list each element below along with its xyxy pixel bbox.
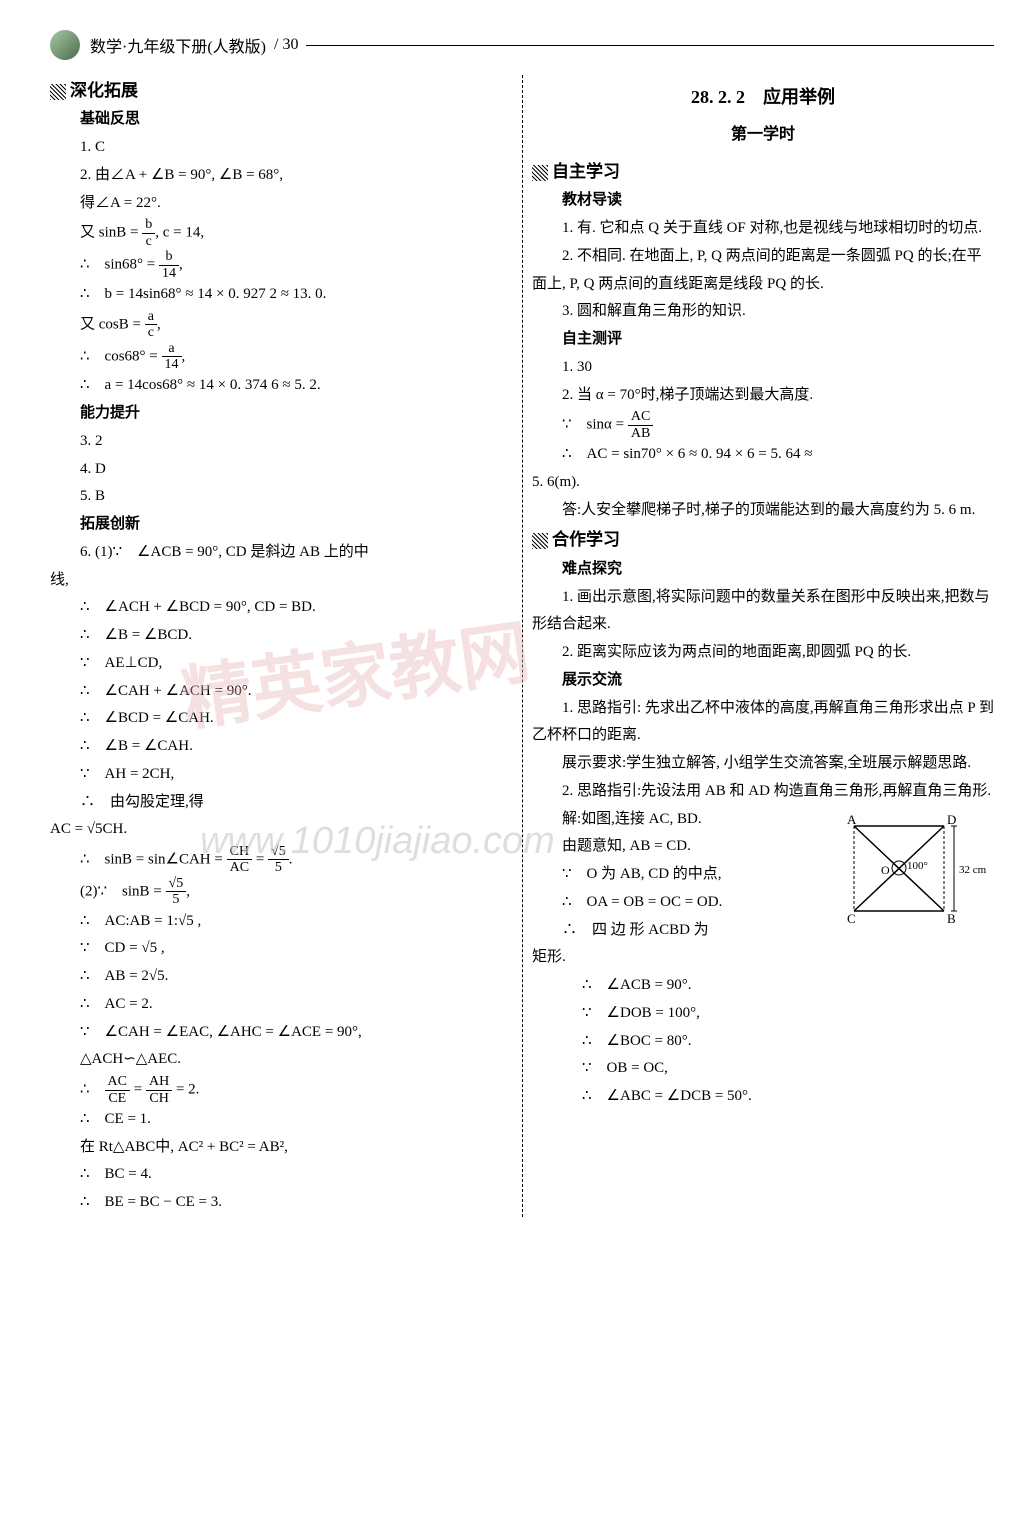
right-column: 28. 2. 2 应用举例 第一学时 自主学习 教材导读 1. 有. 它和点 Q… [532, 75, 994, 1217]
answer-6a: 6. (1)∵ ∠ACB = 90°, CD 是斜边 AB 上的中 [80, 539, 512, 567]
answer-6h: ∵ AH = 2CH, [80, 761, 512, 789]
r-line-3: 3. 圆和解直角三角形的知识. [562, 298, 994, 326]
answer-6o: ∴ AB = 2√5. [80, 963, 512, 991]
answer-6p: ∴ AC = 2. [80, 991, 512, 1019]
answer-6e: ∴ ∠CAH + ∠ACH = 90°. [80, 678, 512, 706]
header-page: / 30 [274, 36, 298, 54]
answer-6f: ∴ ∠BCD = ∠CAH. [80, 705, 512, 733]
answer-6i: ∴ 由勾股定理,得 [80, 789, 512, 817]
r-line-4: 1. 30 [562, 354, 994, 382]
r-line-10: 2. 距离实际应该为两点间的地面距离,即圆弧 PQ 的长. [532, 639, 994, 667]
r-line-5: 2. 当 α = 70°时,梯子顶端达到最大高度. [562, 382, 994, 410]
svg-text:C: C [847, 911, 856, 926]
answer-6d: ∵ AE⊥CD, [80, 650, 512, 678]
svg-text:A: A [847, 812, 857, 827]
r-line-11: 1. 思路指引: 先求出乙杯中液体的高度,再解直角三角形求出点 P 到乙杯杯口的… [532, 695, 994, 751]
answer-6k: ∴ sinB = sin∠CAH = CHAC = √55. [80, 844, 512, 876]
answer-6q: ∵ ∠CAH = ∠EAC, ∠AHC = ∠ACE = 90°, [80, 1019, 512, 1047]
section-deepening: 深化拓展 [50, 75, 512, 106]
answer-6w: ∴ BE = BC − CE = 3. [80, 1189, 512, 1217]
answer-2a: 2. 由∠A + ∠B = 90°, ∠B = 68°, [80, 162, 512, 190]
answer-6u: 在 Rt△ABC中, AC² + BC² = AB², [80, 1134, 512, 1162]
answer-2f: 又 cosB = ac, [80, 309, 512, 341]
svg-text:100°: 100° [907, 860, 928, 872]
svg-text:B: B [947, 911, 956, 926]
subtitle-show: 展示交流 [562, 667, 994, 695]
r-line-21: ∴ ∠BOC = 80°. [582, 1028, 994, 1056]
subtitle-ability: 能力提升 [80, 400, 512, 428]
answer-6j: AC = √5CH. [50, 816, 512, 844]
left-column: 深化拓展 基础反思 1. C 2. 由∠A + ∠B = 90°, ∠B = 6… [50, 75, 512, 1217]
lesson-title: 第一学时 [532, 120, 994, 150]
header-subject: 数学·九年级下册(人教版) [90, 33, 266, 57]
answer-6v: ∴ BC = 4. [80, 1161, 512, 1189]
answer-2g: ∴ cos68° = a14, [80, 341, 512, 373]
r-line-19: ∴ ∠ACB = 90°. [582, 972, 994, 1000]
answer-6n: ∵ CD = √5 , [80, 935, 512, 963]
marker-icon [50, 84, 66, 100]
answer-6b: ∴ ∠ACH + ∠BCD = 90°, CD = BD. [80, 594, 512, 622]
r-line-8: 答:人安全攀爬梯子时,梯子的顶端能达到的最大高度约为 5. 6 m. [532, 497, 994, 525]
answer-6r: △ACH∽△AEC. [80, 1046, 512, 1074]
answer-4: 4. D [80, 456, 512, 484]
r-line-18b: 矩形. [532, 944, 994, 972]
svg-text:O: O [881, 863, 890, 877]
header-rule [306, 45, 994, 46]
answer-6c: ∴ ∠B = ∠BCD. [80, 622, 512, 650]
r-line-20: ∵ ∠DOB = 100°, [582, 1000, 994, 1028]
r-line-13: 2. 思路指引:先设法用 AB 和 AD 构造直角三角形,再解直角三角形. [532, 778, 994, 806]
r-line-1: 1. 有. 它和点 Q 关于直线 OF 对称,也是视线与地球相切时的切点. [532, 215, 994, 243]
r-line-22: ∵ OB = OC, [582, 1055, 994, 1083]
column-divider [522, 75, 523, 1217]
answer-6s: ∴ ACCE = AHCH = 2. [80, 1074, 512, 1106]
r-line-23: ∴ ∠ABC = ∠DCB = 50°. [582, 1083, 994, 1111]
answer-5: 5. B [80, 483, 512, 511]
r-line-7b: 5. 6(m). [532, 469, 994, 497]
svg-text:D: D [947, 812, 956, 827]
answer-6a2: 线, [50, 567, 512, 595]
answer-2e: ∴ b = 14sin68° ≈ 14 × 0. 927 2 ≈ 13. 0. [80, 281, 512, 309]
r-line-12: 展示要求:学生独立解答, 小组学生交流答案,全班展示解题思路. [532, 750, 994, 778]
marker-icon [532, 533, 548, 549]
r-line-6: ∵ sinα = ACAB [562, 409, 994, 441]
section-self-study: 自主学习 [532, 156, 994, 187]
answer-2b: 得∠A = 22°. [80, 190, 512, 218]
subtitle-textbook: 教材导读 [562, 187, 994, 215]
answer-6g: ∴ ∠B = ∠CAH. [80, 733, 512, 761]
answer-6l: (2)∵ sinB = √55, [80, 876, 512, 908]
header-logo-icon [50, 30, 80, 60]
subtitle-self-test: 自主测评 [562, 326, 994, 354]
r-line-9: 1. 画出示意图,将实际问题中的数量关系在图形中反映出来,把数与形结合起来. [532, 584, 994, 640]
section-cooperate: 合作学习 [532, 524, 994, 555]
marker-icon [532, 165, 548, 181]
r-line-2: 2. 不相同. 在地面上, P, Q 两点间的距离是一条圆弧 PQ 的长;在平面… [532, 243, 994, 299]
answer-6m: ∴ AC:AB = 1:√5 , [80, 908, 512, 936]
answer-2h: ∴ a = 14cos68° ≈ 14 × 0. 374 6 ≈ 5. 2. [80, 372, 512, 400]
geometry-diagram: A D C B O 100° 32 cm [839, 811, 989, 931]
answer-1: 1. C [80, 134, 512, 162]
r-line-7: ∴ AC = sin70° × 6 ≈ 0. 94 × 6 = 5. 64 ≈ [562, 441, 994, 469]
answer-3: 3. 2 [80, 428, 512, 456]
subtitle-extend: 拓展创新 [80, 511, 512, 539]
answer-2c: 又 sinB = bc, c = 14, [80, 217, 512, 249]
answer-2d: ∴ sin68° = b14, [80, 249, 512, 281]
svg-text:32 cm: 32 cm [959, 864, 987, 876]
answer-6t: ∴ CE = 1. [80, 1106, 512, 1134]
subtitle-difficulty: 难点探究 [562, 556, 994, 584]
subtitle-basis: 基础反思 [80, 106, 512, 134]
chapter-title: 28. 2. 2 应用举例 [532, 81, 994, 114]
